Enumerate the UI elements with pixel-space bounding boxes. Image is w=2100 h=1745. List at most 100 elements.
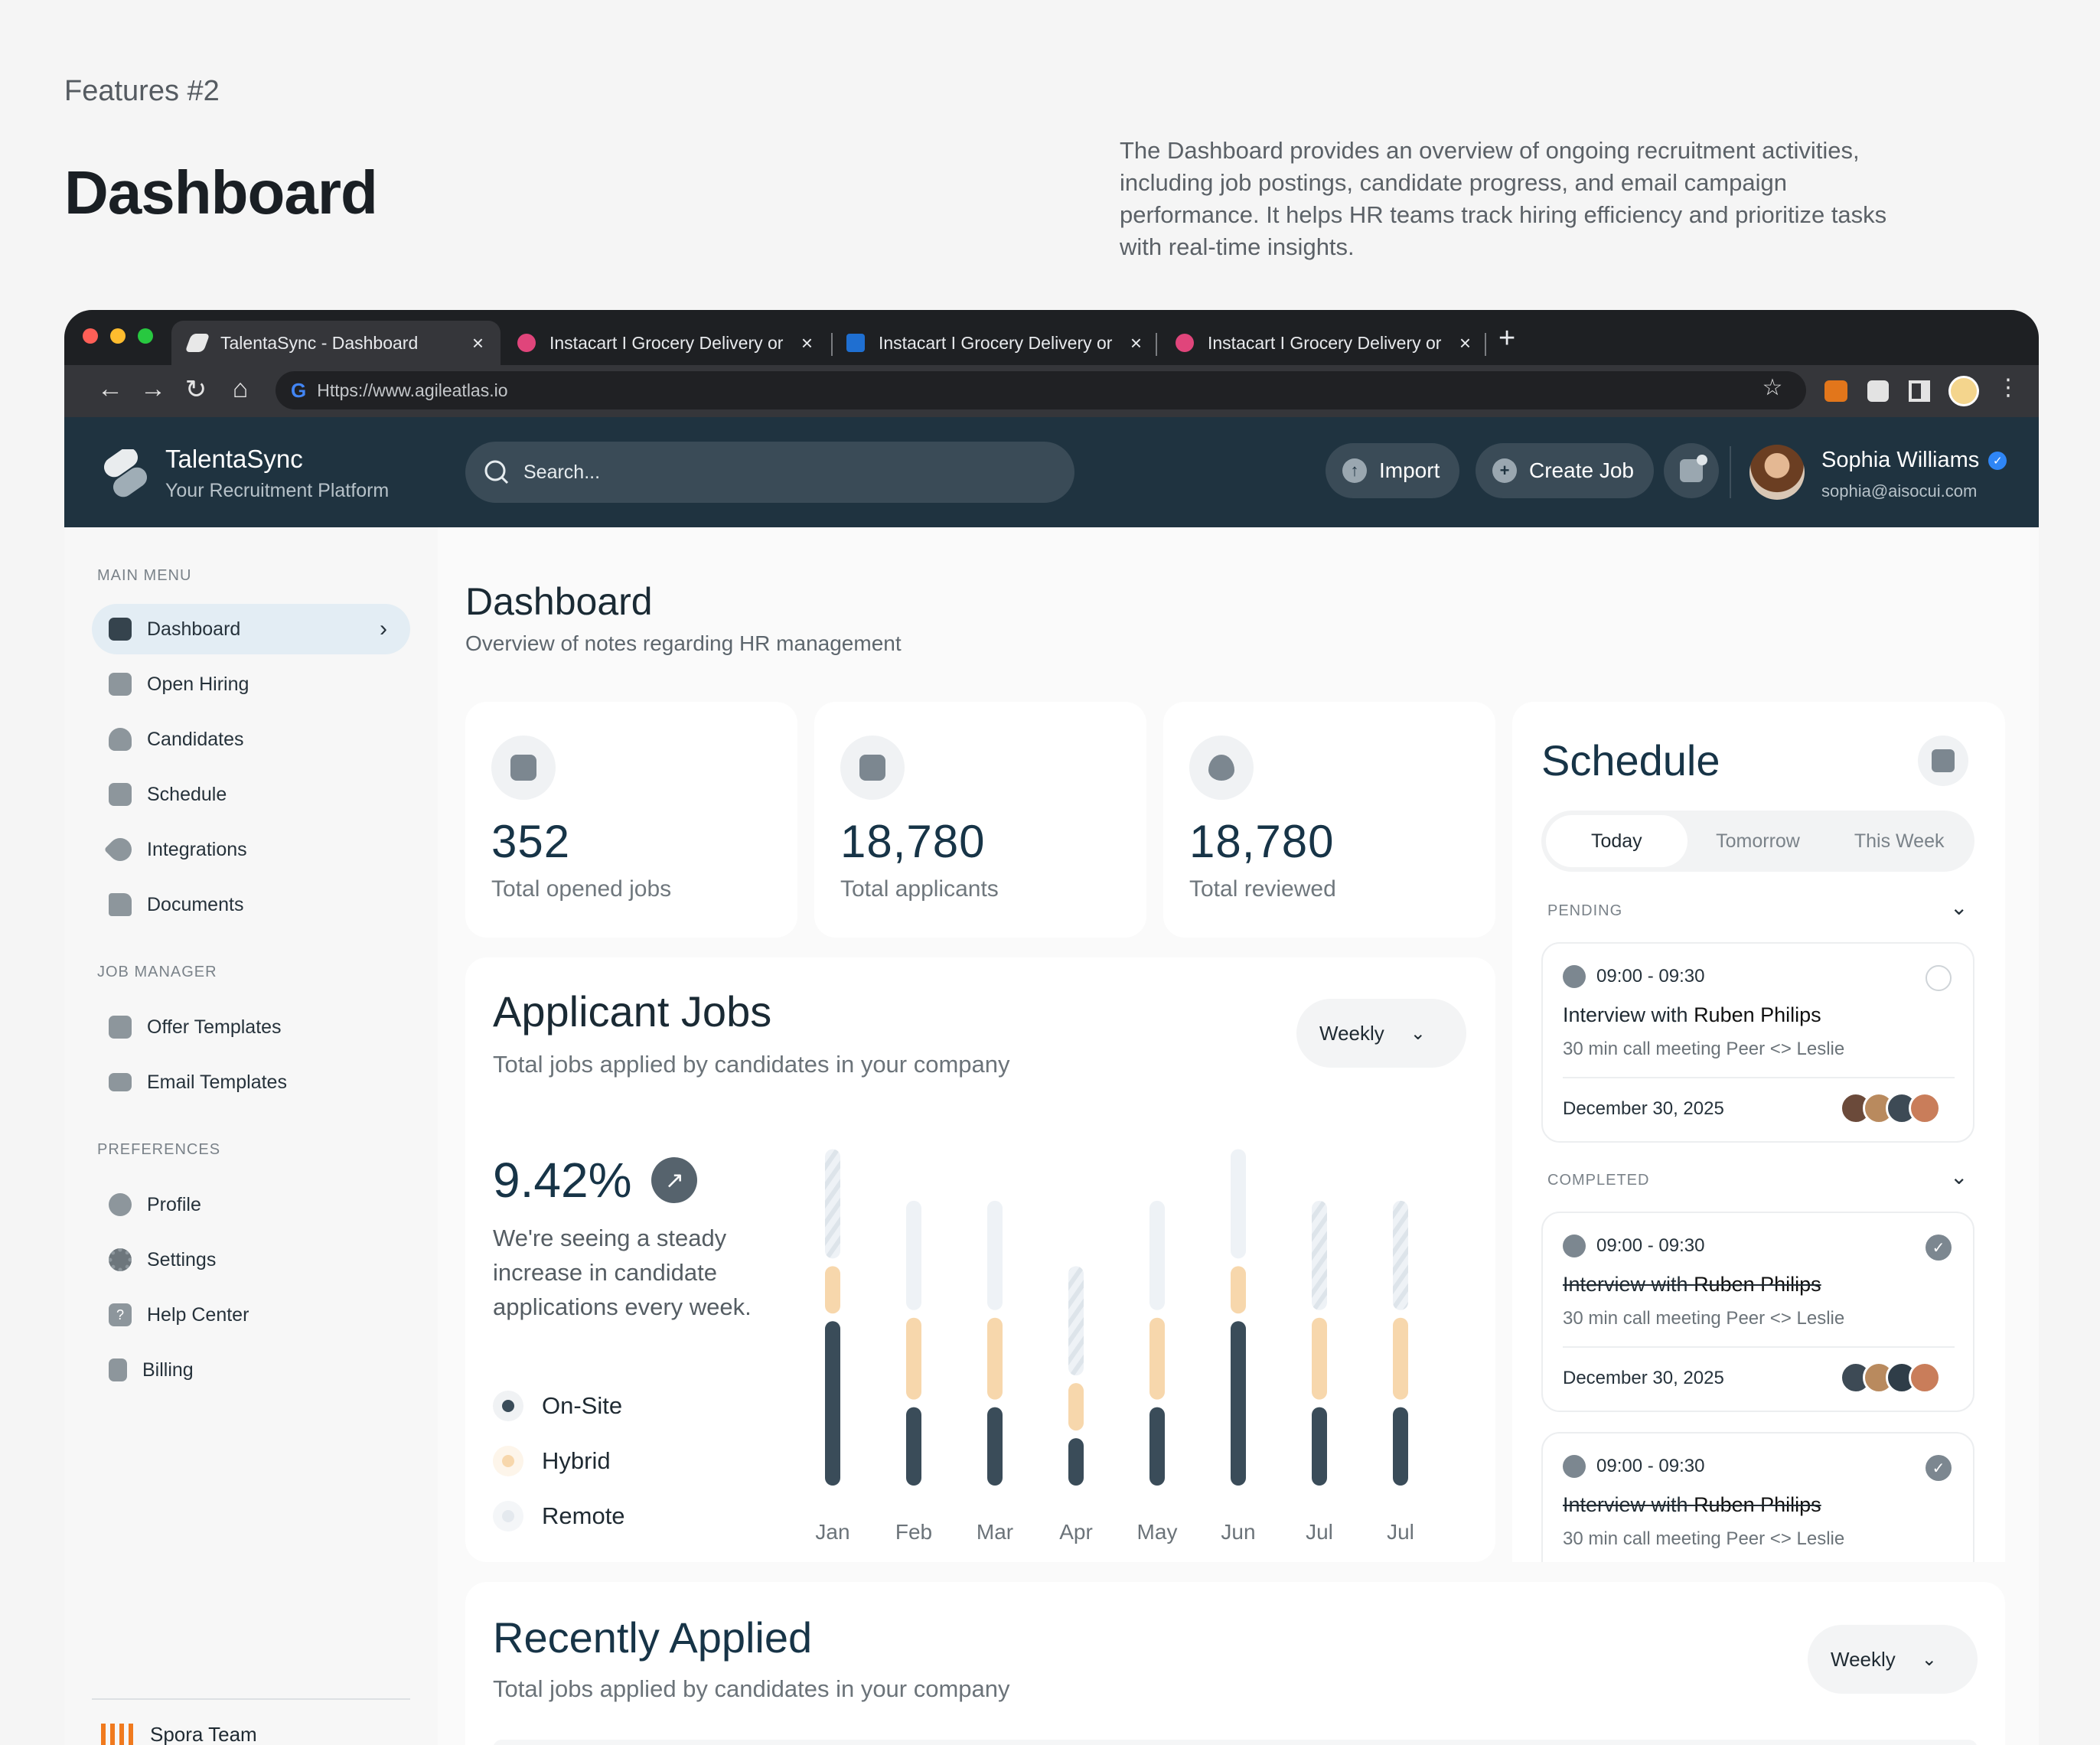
period-value: Weekly xyxy=(1831,1647,1896,1671)
new-tab-button[interactable]: + xyxy=(1498,322,1516,354)
sidebar-item-schedule[interactable]: Schedule xyxy=(92,769,410,820)
bar-remote-3 xyxy=(1068,1266,1084,1376)
import-button[interactable]: ↑ Import xyxy=(1326,443,1460,498)
close-window-button[interactable] xyxy=(83,328,98,344)
home-icon[interactable]: ⌂ xyxy=(232,374,249,403)
completed-check-icon[interactable]: ✓ xyxy=(1926,1455,1952,1481)
bar-on-site-1 xyxy=(906,1407,921,1486)
rocket-icon xyxy=(103,833,137,866)
tab-today[interactable]: Today xyxy=(1546,815,1688,867)
close-tab-icon[interactable]: × xyxy=(1130,331,1142,354)
growth-percentage: 9.42% ↗ xyxy=(493,1152,698,1208)
bookmark-star-icon[interactable]: ☆ xyxy=(1762,375,1783,400)
profile-avatar-icon[interactable] xyxy=(1948,376,1979,406)
team-name: Spora Team xyxy=(150,1723,257,1745)
period-dropdown[interactable]: Weekly ⌄ xyxy=(1296,999,1466,1068)
folder-icon xyxy=(109,893,132,916)
sidebar-item-label: Profile xyxy=(147,1193,201,1215)
search-input[interactable]: Search... xyxy=(465,442,1074,503)
bar-hybrid-0 xyxy=(825,1266,840,1314)
tab-favicon xyxy=(1176,334,1194,352)
briefcase-icon xyxy=(109,673,132,696)
sidebar-item-dashboard[interactable]: Dashboard › xyxy=(92,604,410,654)
tab-title: TalentaSync - Dashboard xyxy=(220,332,419,353)
dashboard-icon xyxy=(109,618,132,641)
sidebar-item-offer-templates[interactable]: Offer Templates xyxy=(92,1002,410,1052)
chevron-down-icon[interactable]: ⌄ xyxy=(1950,895,1968,919)
schedule-title: Schedule xyxy=(1541,736,1720,784)
tab-this-week[interactable]: This Week xyxy=(1854,830,1945,852)
sidebar-item-documents[interactable]: Documents xyxy=(92,879,410,930)
tab-favicon xyxy=(517,334,536,352)
event-meta: 30 min call meeting Peer <> Leslie xyxy=(1563,1528,1845,1549)
sidebar-item-label: Dashboard xyxy=(147,618,241,640)
sidebar-item-settings[interactable]: Settings xyxy=(92,1235,410,1285)
browser-tab-1[interactable]: Instacart I Grocery Delivery or × xyxy=(501,321,830,365)
period-dropdown[interactable]: Weekly ⌄ xyxy=(1808,1625,1978,1694)
bar-remote-4 xyxy=(1149,1200,1165,1310)
browser-window: TalentaSync - Dashboard × Instacart I Gr… xyxy=(64,310,2039,1745)
calendar-icon xyxy=(109,783,132,806)
bar-remote-0 xyxy=(825,1149,840,1259)
event-card-completed[interactable]: 09:00 - 09:30 ✓ Interview with Ruben Phi… xyxy=(1541,1432,1974,1562)
browser-tab-0[interactable]: TalentaSync - Dashboard × xyxy=(171,321,501,365)
event-time: 09:00 - 09:30 xyxy=(1563,965,1704,988)
attendee-avatars xyxy=(1840,1092,1941,1124)
x-tick-label: Jul xyxy=(1387,1520,1414,1544)
schedule-tabs: Today Tomorrow This Week xyxy=(1541,811,1974,872)
applicant-jobs-chart: Jan Feb Mar Apr May Jun Jul Jul xyxy=(815,1149,1414,1544)
sidebar-item-help-center[interactable]: ? Help Center xyxy=(92,1290,410,1340)
tab-tomorrow[interactable]: Tomorrow xyxy=(1716,830,1800,852)
legend-on-site: On-Site xyxy=(493,1391,622,1421)
url-field[interactable]: G Https://www.agileatlas.io xyxy=(276,371,1806,409)
completed-check-icon[interactable]: ✓ xyxy=(1926,1235,1952,1261)
sidebar-item-open-hiring[interactable]: Open Hiring xyxy=(92,659,410,709)
close-tab-icon[interactable]: × xyxy=(471,331,484,354)
close-tab-icon[interactable]: × xyxy=(801,331,813,354)
event-card-pending[interactable]: 09:00 - 09:30 Interview with Ruben Phili… xyxy=(1541,942,1974,1143)
bar-remote-7 xyxy=(1393,1200,1408,1310)
complete-checkbox[interactable] xyxy=(1926,965,1952,991)
create-job-button[interactable]: + Create Job xyxy=(1476,443,1654,498)
tab-title: Instacart I Grocery Delivery or xyxy=(1208,332,1442,353)
extensions-puzzle-icon[interactable] xyxy=(1867,380,1889,402)
chevron-down-icon[interactable]: ⌄ xyxy=(1950,1165,1968,1189)
sidebar-item-integrations[interactable]: Integrations xyxy=(92,824,410,875)
browser-tab-2[interactable]: Instacart I Grocery Delivery or × xyxy=(830,321,1159,365)
sidebar-item-billing[interactable]: Billing xyxy=(92,1345,410,1395)
browser-tab-3[interactable]: Instacart I Grocery Delivery or × xyxy=(1159,321,1488,365)
event-card-completed[interactable]: 09:00 - 09:30 ✓ Interview with Ruben Phi… xyxy=(1541,1212,1974,1412)
sidebar-item-label: Email Templates xyxy=(147,1071,287,1093)
notification-button[interactable] xyxy=(1664,443,1719,498)
feature-label: Features #2 xyxy=(64,75,220,107)
applicant-jobs-card: Applicant Jobs Total jobs applied by can… xyxy=(465,957,1495,1562)
reload-icon[interactable]: ↻ xyxy=(184,375,207,404)
sidebar-item-label: Documents xyxy=(147,893,244,915)
avatar[interactable] xyxy=(1749,445,1805,500)
minimize-window-button[interactable] xyxy=(110,328,126,344)
calendar-icon[interactable] xyxy=(1918,736,1968,786)
maximize-window-button[interactable] xyxy=(138,328,153,344)
clock-icon xyxy=(1563,1235,1586,1257)
page-subtitle: Overview of notes regarding HR managemen… xyxy=(465,631,902,655)
sidepanel-icon[interactable] xyxy=(1909,380,1930,402)
sidebar-item-candidates[interactable]: Candidates xyxy=(92,714,410,765)
period-value: Weekly xyxy=(1319,1021,1384,1045)
stat-card-opened-jobs: 352 Total opened jobs xyxy=(465,702,797,938)
sidebar-item-email-templates[interactable]: Email Templates xyxy=(92,1057,410,1107)
clock-icon xyxy=(1563,1455,1586,1478)
x-tick-label: Mar xyxy=(977,1520,1013,1544)
team-switcher[interactable]: Spora Team xyxy=(101,1723,257,1745)
forward-icon[interactable]: → xyxy=(140,374,166,403)
sidebar-item-label: Settings xyxy=(147,1248,217,1270)
back-icon[interactable]: ← xyxy=(97,374,123,403)
more-menu-icon[interactable]: ⋮ xyxy=(1997,375,2020,400)
stat-label: Total applicants xyxy=(840,876,999,902)
tab-separator xyxy=(1156,333,1157,356)
event-divider xyxy=(1563,1077,1955,1078)
sidebar-item-profile[interactable]: Profile xyxy=(92,1179,410,1230)
metamask-extension-icon[interactable] xyxy=(1824,380,1847,402)
tab-favicon xyxy=(846,334,865,352)
browser-tab-bar: TalentaSync - Dashboard × Instacart I Gr… xyxy=(64,310,2039,365)
close-tab-icon[interactable]: × xyxy=(1459,331,1471,354)
